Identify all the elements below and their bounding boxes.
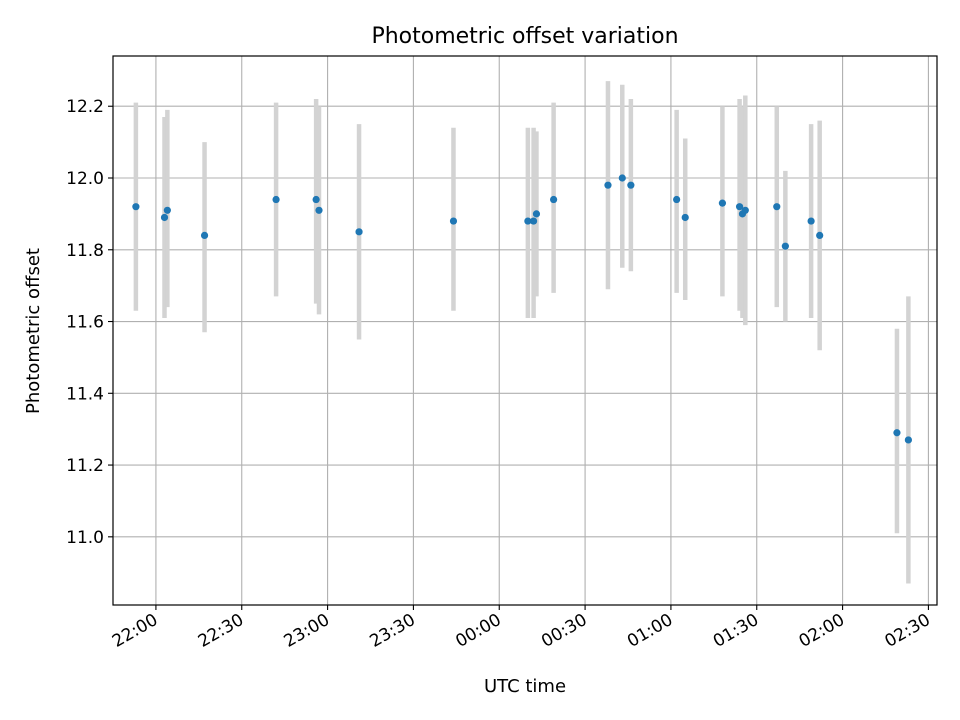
x-tick-label: 23:30 [366, 610, 418, 652]
data-point [550, 195, 558, 204]
y-tick-label: 12.2 [66, 97, 104, 117]
data-point [132, 203, 140, 211]
plot-frame [112, 55, 938, 606]
data-point [741, 206, 749, 214]
data-point [160, 213, 169, 222]
data-point [807, 217, 815, 225]
data-point [781, 242, 789, 250]
data-point [604, 181, 612, 189]
x-tick-label: 00:30 [538, 610, 590, 652]
y-tick-label: 11.2 [66, 456, 104, 476]
data-point [618, 174, 626, 182]
y-tick-label: 11.0 [66, 528, 104, 548]
error-bars [133, 81, 911, 584]
chart-title: Photometric offset variation [371, 24, 678, 49]
data-point [524, 217, 532, 225]
data-point [816, 231, 824, 240]
data-points [132, 174, 912, 444]
x-tick-label: 01:00 [624, 610, 676, 652]
x-tick-label: 23:00 [281, 610, 333, 652]
data-point [735, 203, 744, 211]
x-tick-label: 00:00 [452, 610, 504, 652]
x-tick-label: 02:00 [796, 610, 848, 652]
y-axis-label: Photometric offset [23, 248, 44, 414]
data-point [673, 195, 681, 204]
data-point [627, 181, 635, 189]
x-axis-ticks: 22:00 22:30 23:00 23:30 00:00 00:30 01:00 01:30… [109, 605, 934, 652]
x-axis-label: UTC time [484, 676, 566, 697]
data-point [312, 195, 320, 204]
data-point [893, 429, 901, 437]
y-tick-label: 11.6 [66, 313, 104, 333]
x-tick-label: 01:30 [710, 610, 762, 652]
data-point [532, 210, 541, 218]
grid-lines [113, 56, 937, 605]
y-tick-label: 11.4 [66, 384, 104, 404]
data-point [904, 436, 912, 444]
y-tick-label: 11.8 [66, 241, 104, 261]
y-axis-ticks: 11.0 11.2 11.4 11.6 11.8 12.0 12.2 [66, 97, 113, 548]
data-point [529, 217, 538, 225]
x-tick-label: 22:30 [195, 610, 247, 652]
data-point [718, 199, 727, 207]
data-point [449, 217, 458, 225]
data-point [315, 206, 323, 214]
data-point [681, 213, 689, 222]
data-point [355, 228, 363, 236]
y-tick-label: 12.0 [66, 169, 104, 189]
data-point [773, 203, 781, 211]
data-point [200, 231, 209, 240]
data-point [163, 206, 171, 214]
data-point [272, 195, 280, 204]
x-tick-label: 22:00 [109, 610, 161, 652]
x-tick-label: 02:30 [881, 610, 933, 652]
